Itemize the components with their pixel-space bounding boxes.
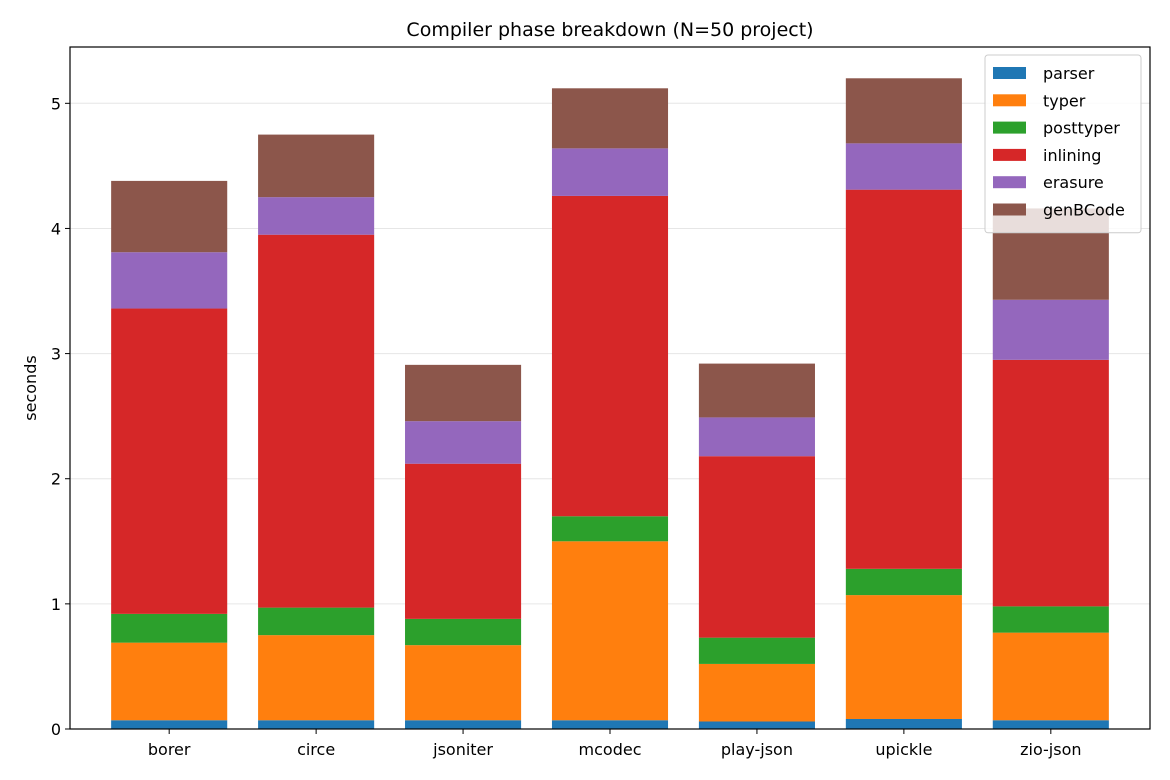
- bar-posttyper-jsoniter: [405, 618, 522, 646]
- bar-genBCode-play-json: [698, 363, 815, 418]
- legend-label-typer: typer: [1043, 91, 1086, 110]
- bar-erasure-zio-json: [992, 299, 1109, 360]
- x-tick-label: upickle: [875, 740, 932, 759]
- bar-erasure-circe: [258, 197, 375, 235]
- bar-inlining-play-json: [698, 456, 815, 638]
- x-tick-label: circe: [297, 740, 335, 759]
- y-tick-label: 2: [51, 470, 61, 489]
- legend-swatch-genBCode: [993, 203, 1026, 216]
- axis-layer: 0 1 2 3 4 5 borer circe jsoniter mcodec play-json u…: [51, 94, 1082, 759]
- bars-layer: [111, 78, 1109, 729]
- x-tick-label: zio-json: [1020, 740, 1081, 759]
- bar-typer-borer: [111, 642, 228, 721]
- bar-posttyper-circe: [258, 607, 375, 636]
- legend-swatch-typer: [993, 94, 1026, 107]
- bar-typer-jsoniter: [405, 645, 522, 721]
- chart-title: Compiler phase breakdown (N=50 project): [406, 19, 813, 41]
- legend-label-erasure: erasure: [1043, 173, 1104, 192]
- bar-posttyper-upickle: [845, 568, 962, 596]
- x-tick-label: mcodec: [579, 740, 642, 759]
- bar-erasure-play-json: [698, 417, 815, 457]
- bar-parser-upickle: [845, 718, 962, 729]
- legend-label-posttyper: posttyper: [1043, 119, 1120, 138]
- bar-parser-borer: [111, 720, 228, 729]
- bar-inlining-borer: [111, 308, 228, 614]
- y-tick-label: 4: [51, 219, 61, 238]
- legend-swatch-posttyper: [993, 121, 1026, 134]
- bar-parser-play-json: [698, 721, 815, 729]
- bar-parser-jsoniter: [405, 720, 522, 729]
- bar-posttyper-play-json: [698, 637, 815, 664]
- bar-inlining-upickle: [845, 189, 962, 569]
- bar-genBCode-mcodec: [551, 88, 669, 149]
- legend-label-inlining: inlining: [1043, 146, 1101, 165]
- legend-swatch-inlining: [993, 148, 1026, 161]
- bar-posttyper-mcodec: [551, 516, 669, 542]
- bar-parser-zio-json: [992, 720, 1109, 729]
- legend-label-parser: parser: [1043, 64, 1095, 83]
- bar-erasure-upickle: [845, 143, 962, 190]
- bar-parser-circe: [258, 720, 375, 729]
- x-tick-label: jsoniter: [432, 740, 493, 759]
- y-tick-label: 3: [51, 345, 61, 364]
- bar-genBCode-borer: [111, 180, 228, 253]
- bar-typer-circe: [258, 635, 375, 721]
- bar-posttyper-zio-json: [992, 606, 1109, 633]
- y-tick-label: 1: [51, 595, 61, 614]
- bar-posttyper-borer: [111, 613, 228, 643]
- bar-inlining-jsoniter: [405, 463, 522, 619]
- bar-inlining-mcodec: [551, 195, 669, 517]
- legend: parser typer posttyper inlining erasure genBC…: [984, 54, 1142, 234]
- bar-inlining-zio-json: [992, 359, 1109, 607]
- bar-inlining-circe: [258, 234, 375, 608]
- legend-swatch-parser: [993, 67, 1026, 79]
- bar-typer-play-json: [698, 663, 815, 722]
- bar-genBCode-circe: [258, 134, 375, 198]
- bar-parser-mcodec: [551, 720, 669, 729]
- bar-typer-upickle: [845, 595, 962, 719]
- y-tick-label: 0: [51, 720, 61, 739]
- x-tick-label: play-json: [721, 740, 793, 759]
- legend-swatch-erasure: [993, 176, 1026, 189]
- y-tick-label: 5: [51, 94, 61, 113]
- bar-typer-zio-json: [992, 632, 1109, 721]
- bar-erasure-borer: [111, 252, 228, 309]
- x-tick-label: borer: [148, 740, 191, 759]
- y-axis-label: seconds: [21, 355, 40, 420]
- bar-erasure-mcodec: [551, 148, 669, 196]
- bar-genBCode-jsoniter: [405, 364, 522, 422]
- bar-genBCode-upickle: [845, 78, 962, 144]
- bar-typer-mcodec: [551, 541, 669, 721]
- legend-label-genBCode: genBCode: [1043, 201, 1125, 220]
- bar-erasure-jsoniter: [405, 421, 522, 464]
